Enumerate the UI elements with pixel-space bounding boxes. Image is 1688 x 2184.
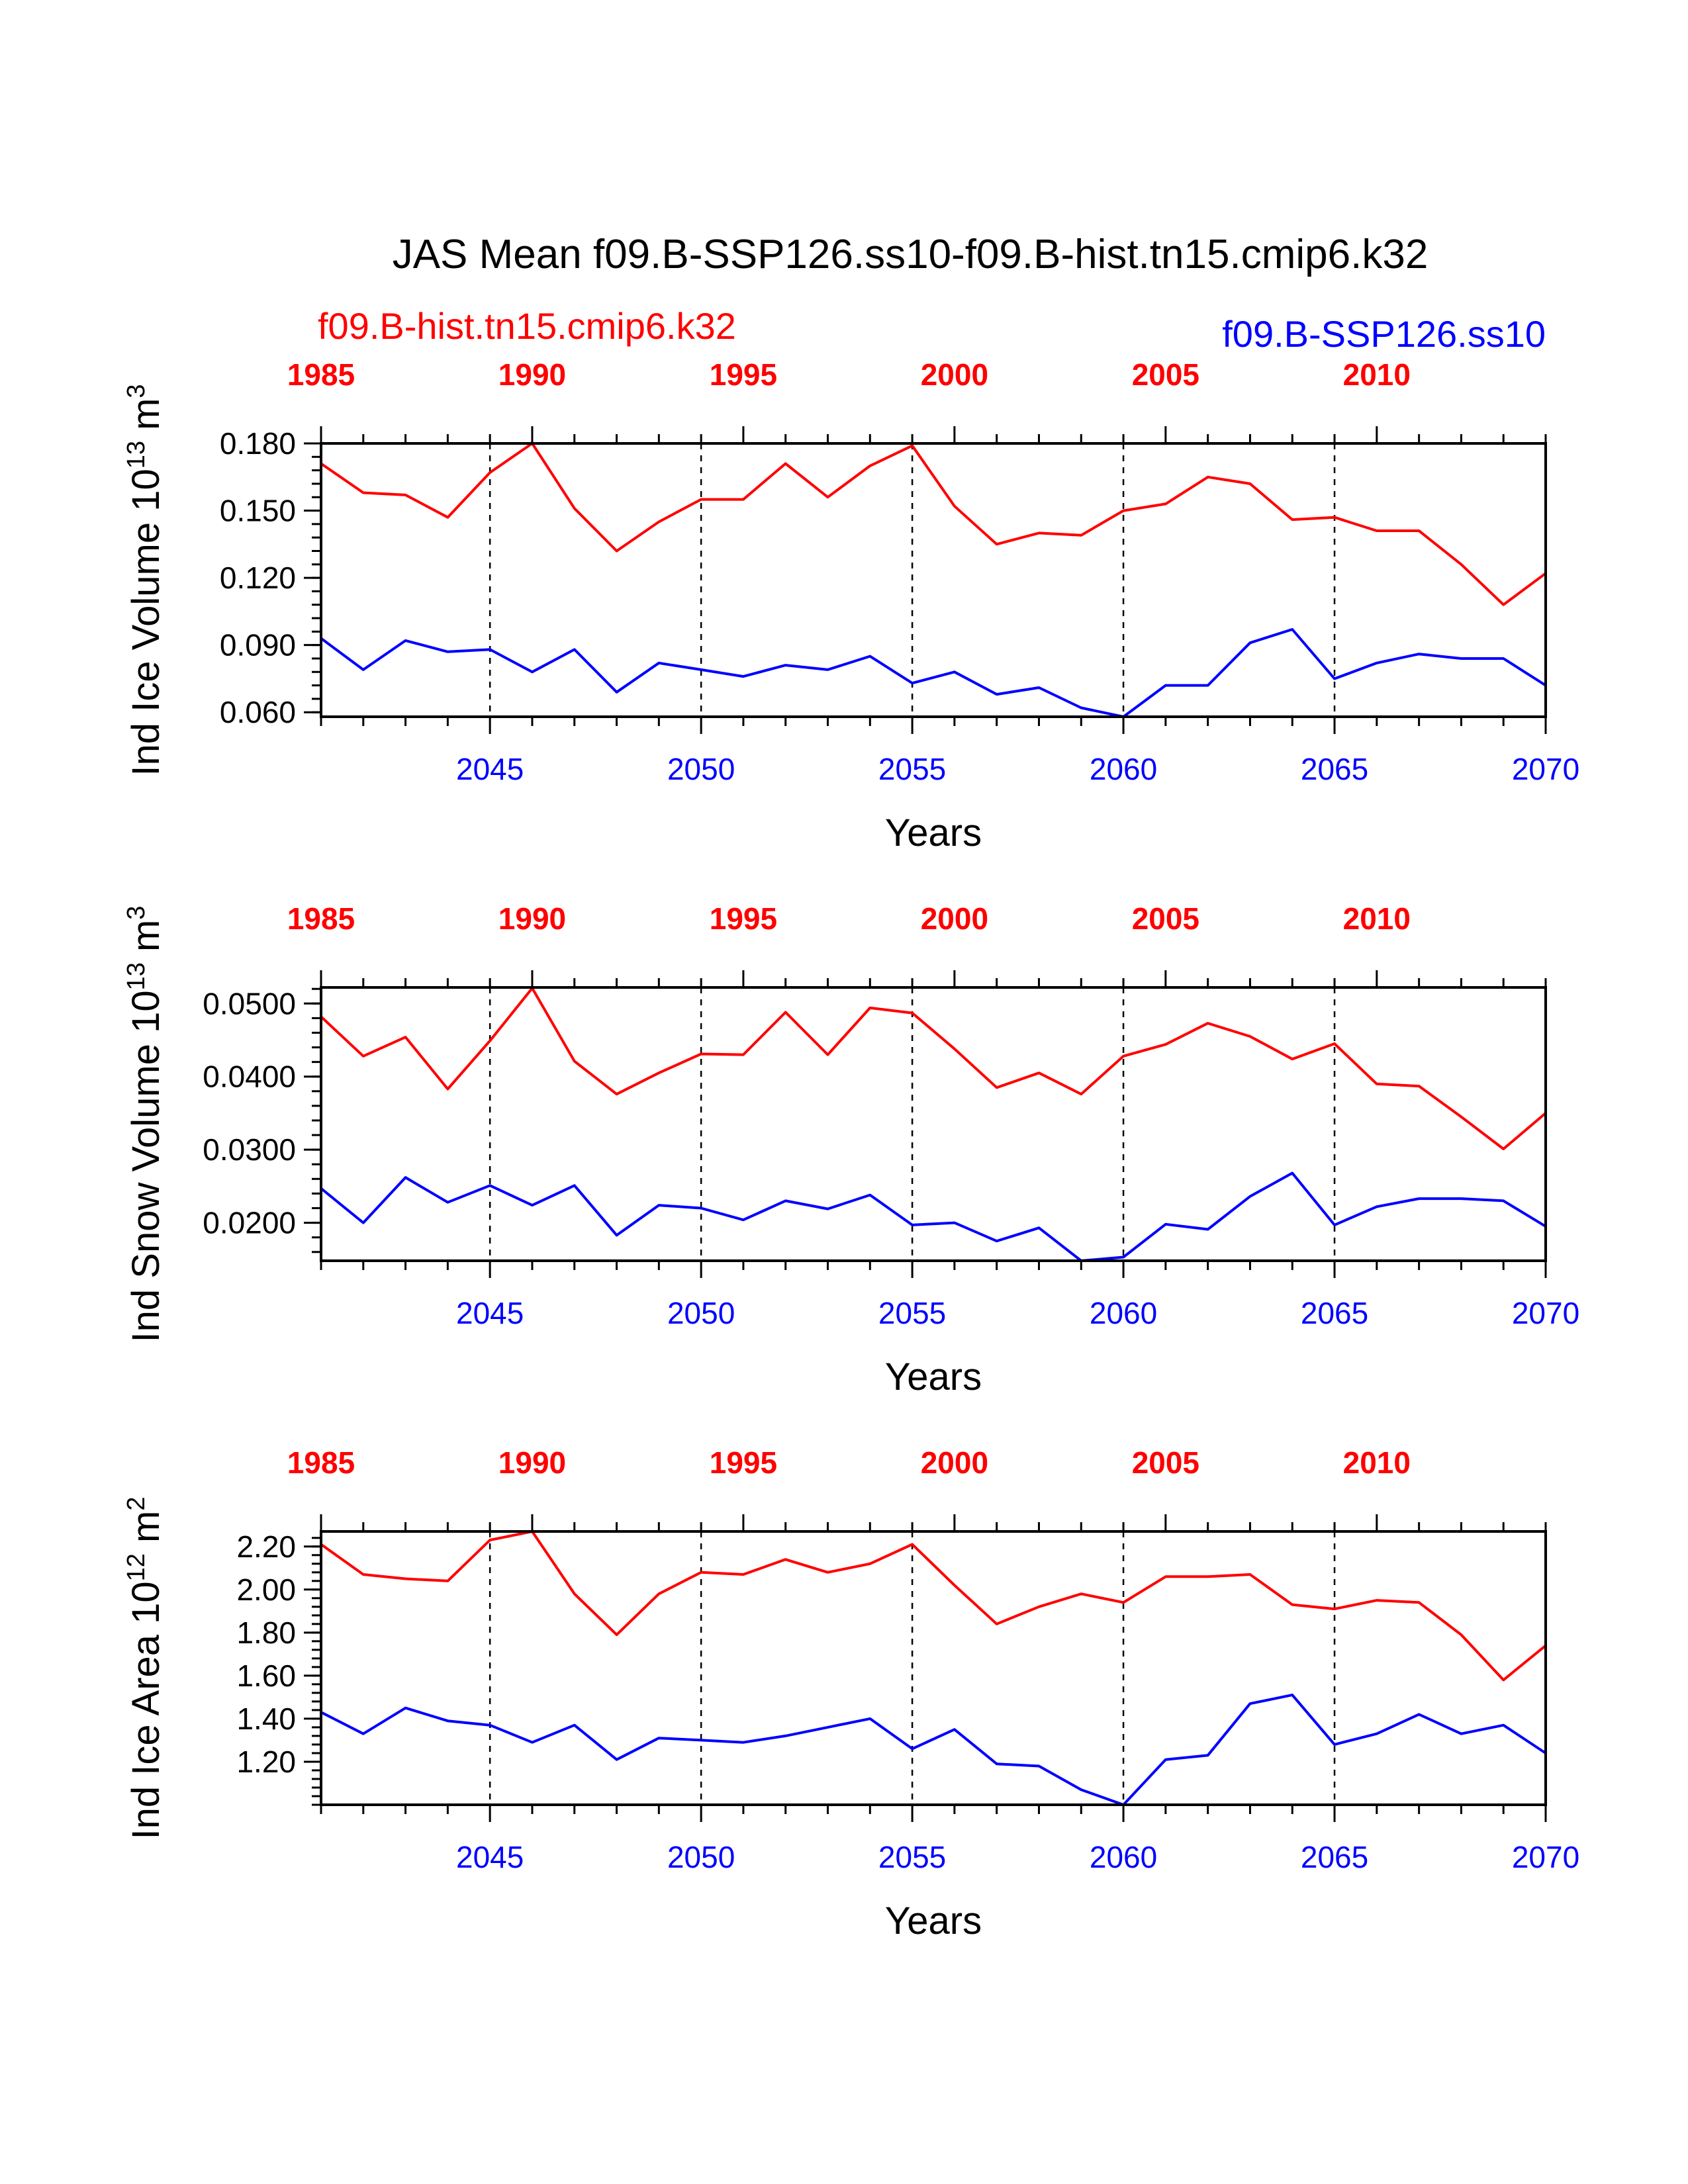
top-tick-label: 2005 bbox=[1132, 901, 1199, 936]
top-tick-label: 1990 bbox=[498, 1445, 566, 1480]
panel-1: 2045 2050 2055 2060 2065 2070 1985 1990 1995 2000… bbox=[122, 357, 1579, 854]
x-tick-label: 2060 bbox=[1090, 1840, 1157, 1874]
x-tick-label: 2050 bbox=[667, 1840, 735, 1874]
top-tick-label: 2000 bbox=[921, 357, 988, 392]
legend-ssp-label: f09.B-SSP126.ss10 bbox=[1222, 313, 1546, 355]
plot-frame bbox=[320, 986, 1547, 1262]
plot-frame bbox=[320, 442, 1547, 718]
top-tick-label: 2005 bbox=[1132, 357, 1199, 392]
y-tick-label: 0.0300 bbox=[203, 1132, 296, 1167]
panel-3: 2045 2050 2055 2060 2065 2070 1985 1990 1995 2000… bbox=[122, 1445, 1579, 1942]
plot-frame bbox=[320, 1530, 1547, 1806]
y-axis-title: Ind Snow Volume 1013 m3 bbox=[122, 906, 167, 1343]
legend-hist-label: f09.B-hist.tn15.cmip6.k32 bbox=[318, 305, 736, 347]
series-line bbox=[320, 442, 1547, 606]
x-tick-label: 2055 bbox=[878, 1840, 946, 1874]
y-tick-label: 0.0200 bbox=[203, 1206, 296, 1240]
series-line bbox=[320, 1171, 1547, 1262]
series-line bbox=[320, 628, 1547, 718]
x-tick-label: 2060 bbox=[1090, 752, 1157, 786]
y-tick-label: 0.060 bbox=[220, 695, 296, 729]
top-tick-label: 1995 bbox=[710, 901, 777, 936]
x-tick-label: 2055 bbox=[878, 1296, 946, 1330]
top-tick-label: 1995 bbox=[710, 357, 777, 392]
top-tick-label: 2010 bbox=[1343, 901, 1411, 936]
x-tick-label: 2045 bbox=[456, 1840, 524, 1874]
x-tick-label: 2070 bbox=[1512, 1296, 1579, 1330]
y-tick-label: 1.40 bbox=[236, 1702, 296, 1736]
x-tick-label: 2055 bbox=[878, 752, 946, 786]
x-axis-title: Years bbox=[885, 1899, 982, 1942]
series-line bbox=[320, 1694, 1547, 1806]
y-tick-label: 2.20 bbox=[236, 1529, 296, 1564]
x-tick-label: 2065 bbox=[1301, 752, 1368, 786]
x-tick-label: 2050 bbox=[667, 1296, 735, 1330]
x-axis-title: Years bbox=[885, 1355, 982, 1398]
top-tick-label: 1990 bbox=[498, 901, 566, 936]
top-tick-label: 1995 bbox=[710, 1445, 777, 1480]
top-tick-label: 2010 bbox=[1343, 1445, 1411, 1480]
y-tick-label: 0.0500 bbox=[203, 986, 296, 1021]
top-tick-label: 2000 bbox=[921, 901, 988, 936]
y-tick-label: 0.180 bbox=[220, 426, 296, 461]
top-tick-label: 2005 bbox=[1132, 1445, 1199, 1480]
x-tick-label: 2045 bbox=[456, 752, 524, 786]
x-tick-label: 2070 bbox=[1512, 1840, 1579, 1874]
y-axis-title: Ind Ice Volume 1013 m3 bbox=[122, 384, 167, 776]
y-tick-label: 0.090 bbox=[220, 628, 296, 662]
top-tick-label: 1990 bbox=[498, 357, 566, 392]
top-tick-label: 1985 bbox=[287, 901, 355, 936]
panel-2: 2045 2050 2055 2060 2065 2070 1985 1990 1995 2000… bbox=[122, 901, 1579, 1398]
x-tick-label: 2045 bbox=[456, 1296, 524, 1330]
x-tick-label: 2070 bbox=[1512, 752, 1579, 786]
y-tick-label: 0.120 bbox=[220, 561, 296, 595]
y-axis-title: Ind Ice Area 1012 m2 bbox=[122, 1496, 167, 1839]
x-tick-label: 2065 bbox=[1301, 1840, 1368, 1874]
y-tick-label: 1.80 bbox=[236, 1615, 296, 1650]
x-tick-label: 2060 bbox=[1090, 1296, 1157, 1330]
x-tick-label: 2065 bbox=[1301, 1296, 1368, 1330]
chart-title: JAS Mean f09.B-SSP126.ss10-f09.B-hist.tn… bbox=[393, 232, 1429, 277]
top-tick-label: 1985 bbox=[287, 1445, 355, 1480]
series-line bbox=[320, 1530, 1547, 1682]
y-tick-label: 2.00 bbox=[236, 1572, 296, 1607]
y-tick-label: 1.60 bbox=[236, 1659, 296, 1693]
x-axis-title: Years bbox=[885, 811, 982, 854]
top-tick-label: 1985 bbox=[287, 357, 355, 392]
top-tick-label: 2000 bbox=[921, 1445, 988, 1480]
series-line bbox=[320, 987, 1547, 1150]
y-tick-label: 0.0400 bbox=[203, 1060, 296, 1094]
x-tick-label: 2050 bbox=[667, 752, 735, 786]
y-tick-label: 1.20 bbox=[236, 1745, 296, 1779]
top-tick-label: 2010 bbox=[1343, 357, 1411, 392]
y-tick-label: 0.150 bbox=[220, 494, 296, 528]
